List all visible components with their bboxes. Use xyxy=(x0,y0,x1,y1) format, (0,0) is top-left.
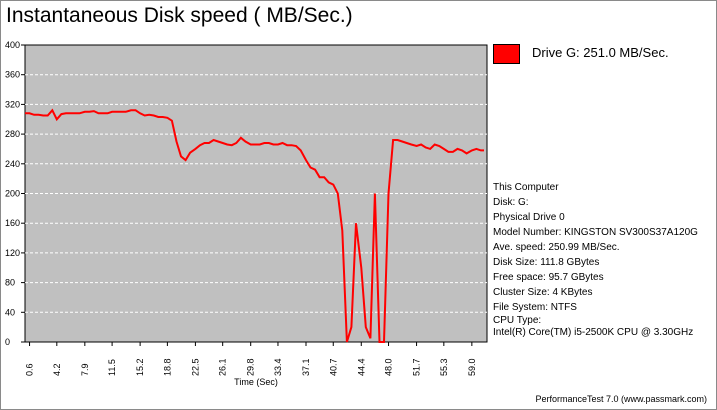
x-tick-label: 33.4 xyxy=(273,358,283,376)
x-tick-label: 37.1 xyxy=(301,358,311,376)
info-cpu-type-label: CPU Type: xyxy=(493,315,542,326)
x-tick-label: 7.9 xyxy=(80,363,90,376)
grid-lines xyxy=(25,74,487,313)
info-computer: This Computer xyxy=(493,182,559,193)
chart-title: Instantaneous Disk speed ( MB/Sec.) xyxy=(6,4,353,27)
x-tick-label: 51.7 xyxy=(412,358,422,376)
info-ave-speed: Ave. speed: 250.99 MB/Sec. xyxy=(493,242,620,253)
x-tick-label: 48.0 xyxy=(384,358,394,376)
info-model: Model Number: KINGSTON SV300S37A120G xyxy=(493,227,698,238)
info-free-space: Free space: 95.7 GBytes xyxy=(493,272,604,283)
x-tick-label: 11.5 xyxy=(107,359,117,376)
y-tick-label: 200 xyxy=(5,189,20,199)
y-tick-label: 280 xyxy=(5,129,20,139)
info-cpu-type-value: Intel(R) Core(TM) i5-2500K CPU @ 3.30GHz xyxy=(493,327,694,338)
footer-credit: PerformanceTest 7.0 (www.passmark.com) xyxy=(535,394,707,404)
y-tick-label: 40 xyxy=(5,307,15,317)
info-file-system: File System: NTFS xyxy=(493,302,577,313)
y-tick-label: 0 xyxy=(5,337,10,347)
info-disk-size: Disk Size: 111.8 GBytes xyxy=(493,257,600,268)
y-tick-label: 240 xyxy=(5,159,20,169)
y-tick-label: 160 xyxy=(5,218,20,228)
info-cluster-size: Cluster Size: 4 KBytes xyxy=(493,287,593,298)
x-tick-label: 26.1 xyxy=(218,358,228,376)
x-tick-label: 4.2 xyxy=(52,363,62,376)
x-axis: 0.6 4.2 7.9 11.5 15.2 18.8 22.5 26.1 29.8 33.4 37.… xyxy=(25,342,477,376)
x-tick-label: 29.8 xyxy=(246,358,256,376)
legend-label: Drive G: 251.0 MB/Sec. xyxy=(532,45,669,60)
x-tick-label: 0.6 xyxy=(25,363,35,376)
y-tick-label: 320 xyxy=(5,99,20,109)
y-tick-label: 80 xyxy=(5,278,15,288)
legend-swatch xyxy=(493,44,520,64)
x-tick-label: 15.2 xyxy=(135,358,145,376)
x-tick-label: 40.7 xyxy=(328,358,338,376)
x-tick-label: 44.4 xyxy=(356,358,366,376)
x-tick-label: 55.3 xyxy=(439,358,449,376)
y-tick-label: 400 xyxy=(5,40,20,50)
disk-info-panel: This Computer Disk: G: Physical Drive 0 … xyxy=(493,180,715,339)
y-tick-label: 360 xyxy=(5,70,20,80)
info-physical-drive: Physical Drive 0 xyxy=(493,212,565,223)
x-axis-label: Time (Sec) xyxy=(234,377,278,387)
x-tick-label: 22.5 xyxy=(190,358,200,376)
series-line-drive-g xyxy=(25,108,484,343)
x-tick-label: 59.0 xyxy=(467,358,477,376)
y-tick-label: 120 xyxy=(5,248,20,258)
x-tick-label: 18.8 xyxy=(162,358,172,376)
y-axis: 0 40 80 120 160 200 240 280 320 360 400 xyxy=(5,40,25,347)
info-disk: Disk: G: xyxy=(493,197,529,208)
